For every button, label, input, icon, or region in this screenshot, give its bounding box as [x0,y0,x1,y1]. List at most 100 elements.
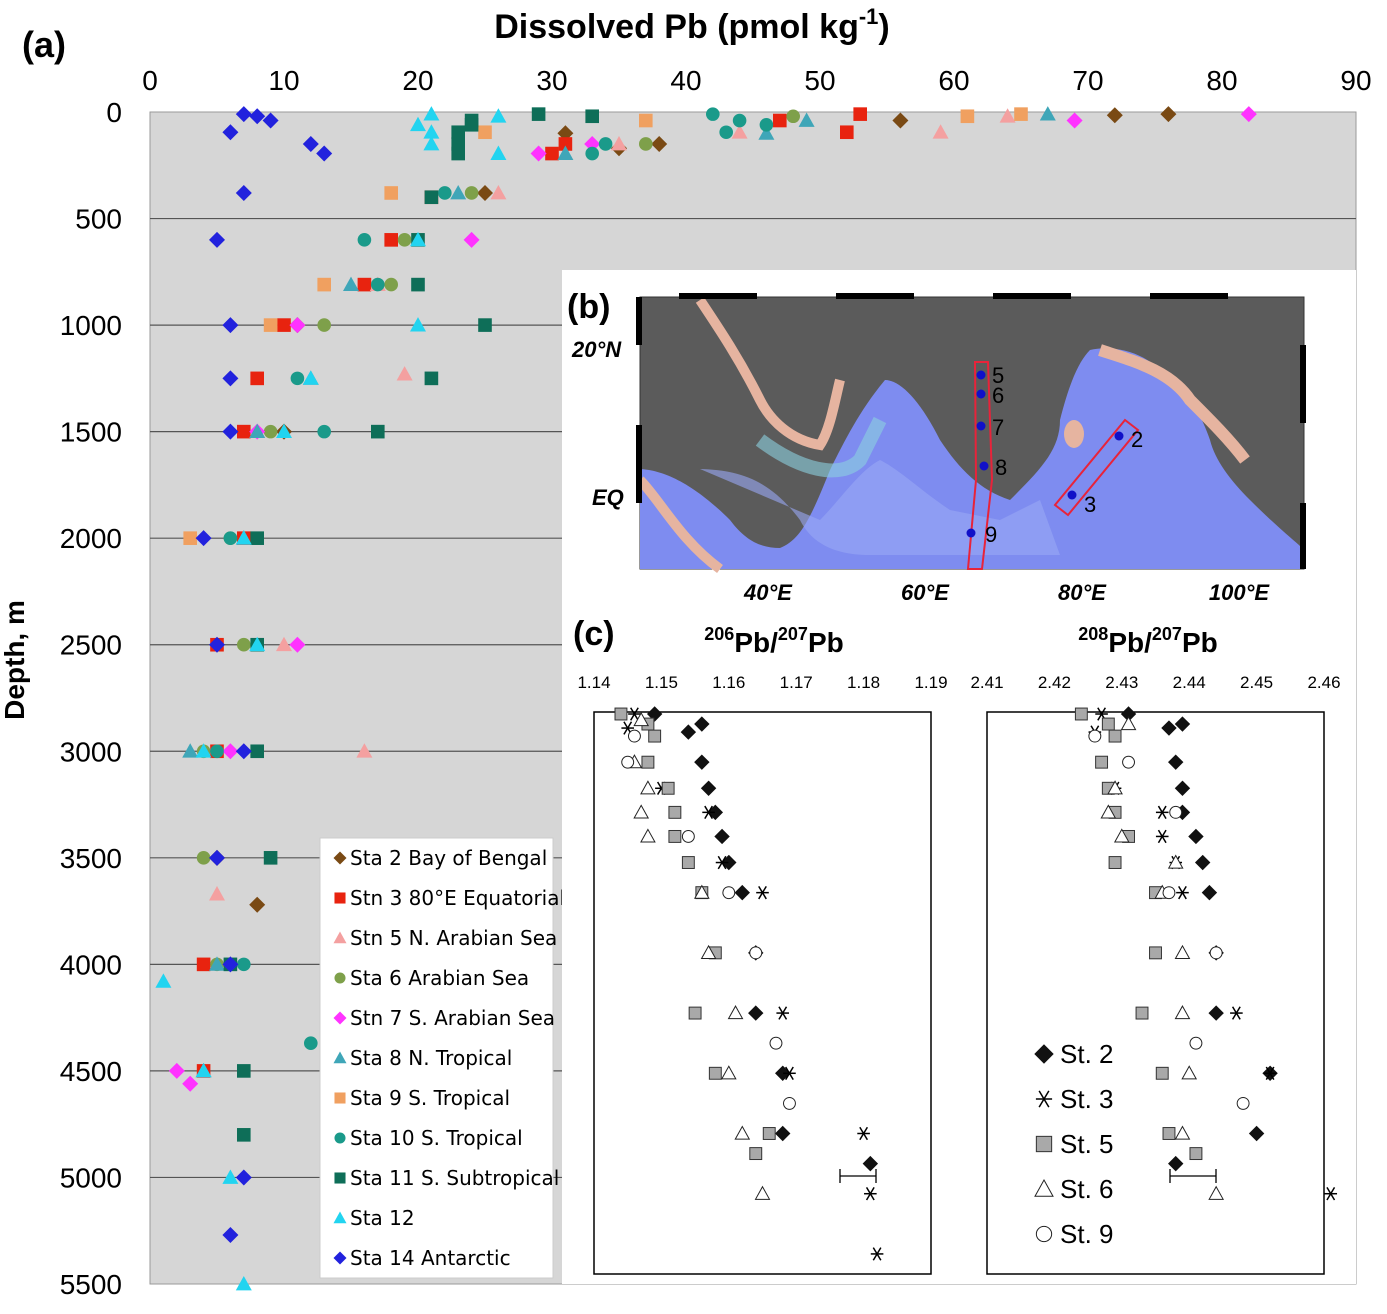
legend-label: Stn 7 S. Arabian Sea [350,1006,555,1030]
data-point [1066,112,1083,129]
data-point [714,828,730,845]
data-point [1169,805,1183,819]
data-point [1113,828,1130,843]
legend-label: Stn 3 80°E Equatorial [350,886,565,910]
data-point [490,184,507,200]
arabian-coast [695,297,845,451]
panel-a-legend: Sta 2 Bay of Bengal Stn 3 80°E Equatorial… [319,837,565,1279]
x-tick-label: 90 [1340,65,1371,96]
data-point [1174,944,1191,959]
y-tick-label: 1000 [60,310,122,341]
data-point [357,233,372,247]
data-point [1107,780,1123,795]
data-point [222,956,239,973]
data-point [584,135,601,152]
data-point [1240,106,1257,123]
data-point [1155,805,1169,820]
data-point [754,1185,771,1200]
data-point [464,117,479,132]
data-point [758,125,775,140]
lon-label-100e: 100°E [1209,580,1271,605]
data-point [1155,829,1169,844]
data-point [769,1036,783,1050]
data-point [1122,755,1135,769]
data-point [598,137,613,151]
data-point [1189,1036,1203,1050]
data-point [1230,1006,1243,1020]
data-point [585,146,599,161]
data-point [1209,946,1223,960]
data-point [639,137,653,151]
y-tick-label: 500 [75,204,122,235]
data-point [786,109,800,124]
data-point [397,233,412,247]
panel-c-error-bars [839,1169,1217,1183]
data-point [748,1005,764,1021]
legend-label: Sta 6 Arabian Sea [350,966,529,990]
station-9-dot [966,528,976,538]
data-point [1120,716,1137,731]
data-point [1188,828,1204,845]
data-point [235,184,252,201]
legend-label: Sta 8 N. Tropical [350,1046,512,1070]
y-tick-label: 4000 [60,949,122,980]
data-point [722,886,736,900]
data-point [410,317,426,332]
arabian-shelf [755,416,887,478]
data-point [1181,1065,1198,1080]
data-point [276,636,292,652]
data-point [263,318,278,332]
data-point [681,829,695,843]
data-point [209,231,225,248]
panel-b-label: (b) [567,288,610,326]
data-point [864,1187,877,1201]
data-point [451,125,465,140]
panel-c-background [562,610,1356,1284]
data-point [700,944,717,959]
data-point [250,531,264,545]
panel-a-x-tick-labels: 0 10 20 30 40 50 60 70 80 90 [142,65,1371,96]
panel-c-label: (c) [573,615,615,653]
data-point [263,851,278,865]
data-point [614,707,628,721]
data-point [641,755,655,769]
data-point [1174,1125,1191,1140]
y-tick-label: 1500 [60,417,122,448]
data-point [719,125,733,140]
legend-marker [1034,1178,1054,1197]
data-point [222,317,239,334]
data-point [237,637,251,652]
map-stations: 5 6 7 8 9 2 3 [966,363,1143,547]
data-point [1100,804,1117,819]
data-point [411,277,425,292]
legend-marker [1035,1135,1053,1153]
panel-c-left-plot-frame [593,711,932,1275]
data-point [688,1006,702,1020]
data-point [262,112,279,129]
y-tick-label: 4500 [60,1056,122,1087]
tick-label: 1.15 [645,673,678,692]
track-bay-of-bengal [1053,418,1140,517]
data-point [249,423,266,439]
data-point [783,1096,796,1110]
x-tick-label: 70 [1072,65,1103,96]
data-point [734,1125,751,1140]
legend-label: Stn 5 N. Arabian Sea [350,926,557,950]
legend-marker [334,1172,346,1184]
legend-label: St. 3 [1060,1084,1113,1114]
data-point [1101,717,1115,731]
data-point [639,113,653,128]
lon-label-60e: 60°E [901,580,950,605]
data-point [694,716,710,732]
tick-label: 2.44 [1173,673,1206,692]
data-point [182,1075,199,1092]
tick-label: 1.17 [780,673,813,692]
data-point [237,1064,251,1078]
x-tick-label: 30 [536,65,567,96]
tick-label: 2.45 [1240,673,1273,692]
data-point [222,124,239,141]
legend-marker [333,931,347,944]
data-point [715,855,729,870]
data-point [384,233,398,247]
y-tick-label: 0 [106,97,122,128]
